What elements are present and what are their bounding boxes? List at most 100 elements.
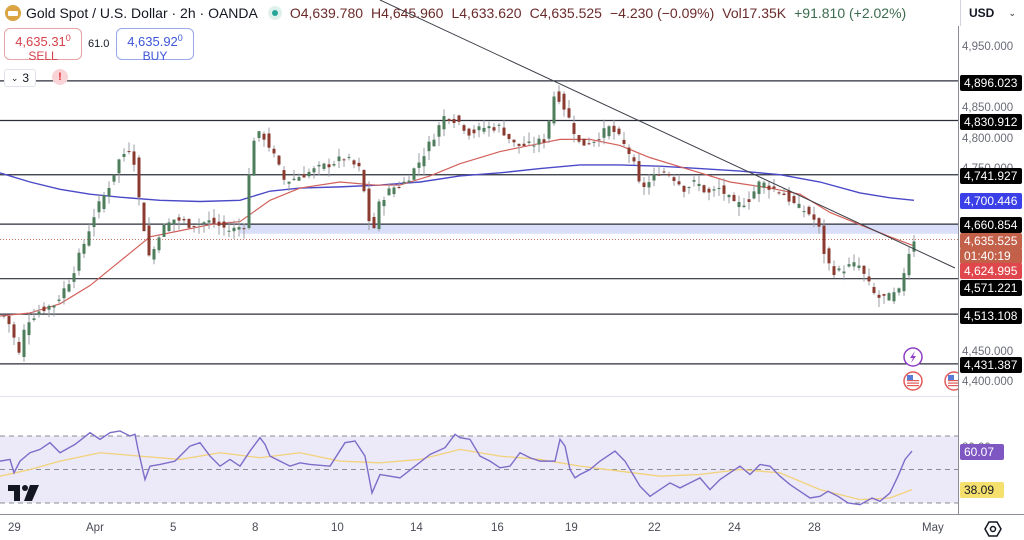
- candle-body: [647, 182, 651, 188]
- candle-body: [282, 170, 286, 180]
- candle-body: [802, 211, 806, 213]
- sell-label: SELL: [28, 49, 58, 63]
- candle-body: [737, 202, 741, 208]
- candle-body: [747, 199, 751, 202]
- ohlc-close: C4,635.525: [529, 5, 602, 21]
- time-tick-label: 29: [8, 522, 21, 534]
- candle-body: [657, 174, 661, 176]
- candle-body: [112, 174, 116, 182]
- candle-body: [47, 305, 51, 310]
- candle-body: [207, 220, 211, 223]
- currency-selector[interactable]: USD ⌄: [960, 0, 1024, 26]
- candle-body: [717, 187, 721, 189]
- price-chart[interactable]: [0, 0, 958, 514]
- candle-body: [507, 133, 511, 140]
- candle-body: [742, 205, 746, 207]
- candle-body: [797, 203, 801, 208]
- us-flag-event-icon[interactable]: [944, 371, 958, 391]
- indicators-toggle-button[interactable]: ⌄ 3: [4, 69, 36, 87]
- candle-body: [522, 143, 526, 147]
- pane-separator[interactable]: [0, 396, 958, 397]
- candle-body: [247, 174, 251, 228]
- candle-body: [142, 202, 146, 232]
- candle-body: [672, 177, 676, 181]
- market-open-dot-icon: [267, 6, 282, 20]
- sell-price: 4,635.31: [15, 34, 66, 49]
- candle-body: [552, 96, 556, 124]
- candle-body: [447, 119, 451, 122]
- candle-body: [892, 292, 896, 302]
- candle-body: [217, 221, 221, 226]
- price-tick-label: 4,850.000: [962, 102, 1014, 114]
- price-level-label: 4,513.108: [960, 308, 1022, 324]
- candle-body: [877, 294, 881, 298]
- support-zone: [240, 224, 958, 234]
- time-tick-label: 16: [491, 522, 504, 534]
- buy-price: 4,635.92: [127, 34, 178, 49]
- rsi-value-label: 38.09: [960, 482, 1004, 498]
- candle-body: [812, 214, 816, 220]
- candle-body: [267, 133, 271, 148]
- exclamation-icon[interactable]: !: [52, 69, 68, 85]
- candle-body: [362, 169, 366, 192]
- buy-button[interactable]: 4,635.920 BUY: [116, 28, 194, 63]
- candle-body: [42, 306, 46, 312]
- candle-body: [132, 151, 136, 165]
- candle-body: [172, 219, 176, 225]
- candle-body: [92, 217, 96, 228]
- candle-body: [187, 218, 191, 228]
- chevron-down-icon: ⌄: [10, 72, 19, 83]
- time-tick-label: 10: [331, 522, 344, 534]
- candle-body: [652, 174, 656, 181]
- candle-body: [397, 186, 401, 188]
- candle-body: [57, 299, 61, 301]
- candle-body: [557, 91, 561, 102]
- price-axis[interactable]: [958, 26, 1024, 514]
- fast-moving-average: [0, 138, 915, 317]
- candle-body: [312, 168, 316, 173]
- candle-body: [502, 127, 506, 136]
- symbol-title[interactable]: Gold Spot / U.S. Dollar · 2h · OANDA: [26, 5, 258, 21]
- candle-body: [627, 147, 631, 155]
- candle-body: [732, 194, 736, 202]
- us-flag-event-icon[interactable]: [903, 371, 923, 391]
- spread-value: 61.0: [88, 38, 110, 50]
- candle-body: [237, 227, 241, 230]
- candle-body: [692, 180, 696, 182]
- chart-header: Gold Spot / U.S. Dollar · 2h · OANDA O4,…: [0, 0, 958, 26]
- candle-body: [832, 266, 836, 275]
- candle-body: [387, 188, 391, 196]
- candle-body: [32, 318, 36, 320]
- candle-body: [707, 188, 711, 193]
- rsi-value-label: 60.07: [960, 444, 1004, 460]
- chevron-down-icon: ⌄: [1008, 7, 1016, 18]
- candle-body: [822, 225, 826, 254]
- candle-body: [322, 163, 326, 169]
- candle-body: [167, 222, 171, 232]
- price-tick-label: 4,950.000: [962, 41, 1014, 53]
- tradingview-logo-icon[interactable]: [8, 484, 40, 502]
- candle-body: [487, 126, 491, 129]
- sell-button[interactable]: 4,635.310 SELL: [4, 28, 82, 63]
- candle-body: [587, 143, 591, 145]
- time-tick-label: 19: [565, 522, 578, 534]
- candle-body: [232, 227, 236, 232]
- ohlc-open: O4,639.780: [289, 5, 364, 21]
- candle-body: [87, 231, 91, 246]
- candle-body: [882, 294, 886, 296]
- candle-body: [352, 160, 356, 165]
- candle-body: [22, 329, 26, 357]
- candle-body: [212, 217, 216, 224]
- indicators-count: 3: [22, 71, 30, 85]
- candle-body: [602, 128, 606, 138]
- time-tick-label: 22: [648, 522, 661, 534]
- candle-body: [617, 128, 621, 135]
- candle-body: [702, 185, 706, 193]
- candle-body: [562, 93, 566, 110]
- price-level-label: 4,830.912: [960, 114, 1022, 130]
- settings-gear-icon[interactable]: [984, 520, 1002, 538]
- candle-body: [357, 162, 361, 167]
- ohlc-change: −4.230 (−0.09%): [609, 5, 715, 21]
- lightning-event-icon[interactable]: [903, 347, 923, 367]
- candle-body: [252, 140, 256, 176]
